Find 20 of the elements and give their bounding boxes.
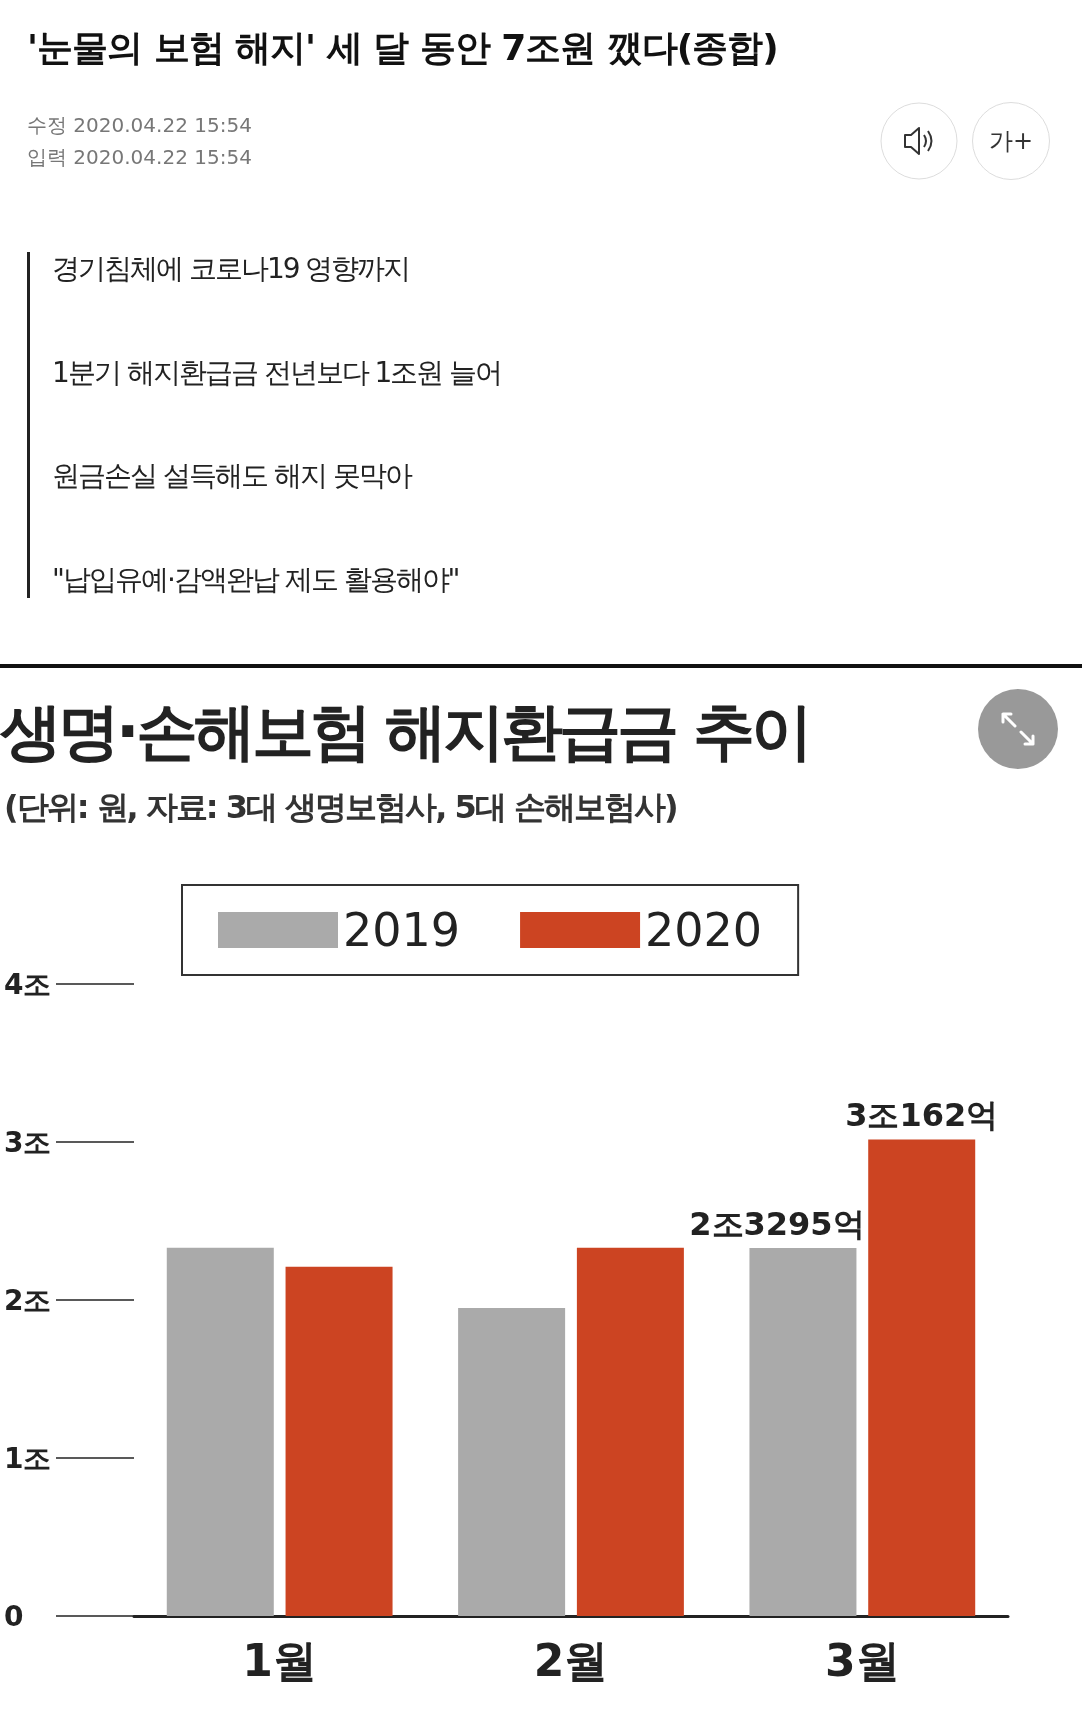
text: '눈물의 보험 해지' 세 달 동안 7조원 깼다(종합) bbox=[27, 26, 778, 70]
x-tick-label: 2월 bbox=[533, 1634, 609, 1686]
y-tick-label: 0 bbox=[4, 1599, 24, 1633]
text: 원금손실 설득해도 해지 못막아 bbox=[52, 458, 411, 494]
y-tick-label: 3조 bbox=[4, 1125, 52, 1159]
chart-subtitle: (단위: 원, 자료: 3대 생명보험사, 5대 손해보험사) bbox=[4, 787, 677, 828]
data-label: 3조162억 bbox=[845, 1096, 999, 1135]
legend-label: 2019 bbox=[343, 903, 461, 957]
y-tick-label: 2조 bbox=[4, 1283, 52, 1317]
x-tick-label: 1월 bbox=[242, 1634, 317, 1686]
y-tick-label: 1조 bbox=[4, 1441, 52, 1475]
text: 경기침체에 코로나19 영향까지 bbox=[52, 251, 410, 287]
y-tick-label: 4조 bbox=[4, 967, 52, 1001]
x-tick-label: 3월 bbox=[825, 1634, 900, 1686]
data-label: 2조3295억 bbox=[689, 1204, 865, 1243]
text: 1분기 해지환급금 전년보다 1조원 늘어 bbox=[52, 355, 502, 391]
text: "납입유예·감액완납 제도 활용해야" bbox=[52, 562, 459, 598]
text: 수정 2020.04.22 15:54 bbox=[27, 112, 252, 139]
text: 입력 2020.04.22 15:54 bbox=[27, 144, 252, 171]
legend-label: 2020 bbox=[645, 903, 763, 957]
